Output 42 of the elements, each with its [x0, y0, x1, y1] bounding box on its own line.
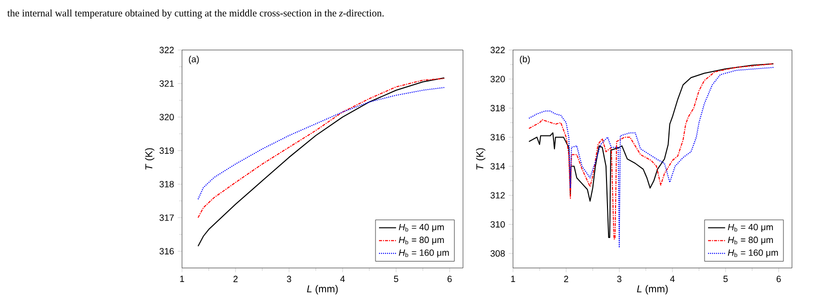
x-tick-label: 4 — [670, 276, 675, 282]
legend-label: H$_{b}$ = 160 μm — [728, 249, 778, 258]
x-tick-label: 2 — [233, 276, 238, 282]
x-tick-label: 4 — [340, 276, 345, 282]
y-tick-label: 310 — [490, 221, 505, 228]
y-tick-label: 320 — [490, 76, 505, 82]
y-axis-title: T (K) — [145, 148, 154, 170]
legend-label: H$_{b}$ = 40 μm — [728, 224, 773, 232]
y-tick-label: 322 — [160, 46, 174, 54]
y-tick-label: 321 — [160, 80, 174, 87]
x-axis-title: L (mm) — [636, 285, 668, 294]
y-tick-label: 308 — [490, 250, 505, 257]
x-tick-label: 6 — [776, 276, 781, 282]
annotation: (a) — [188, 56, 199, 64]
line-series — [198, 87, 445, 200]
y-tick-label: 320 — [160, 114, 174, 120]
y-tick-label: 322 — [490, 46, 505, 54]
x-tick-label: 5 — [723, 276, 728, 282]
x-tick-label: 5 — [394, 276, 398, 282]
y-tick-label: 317 — [160, 214, 174, 221]
y-tick-label: 319 — [160, 147, 174, 154]
legend-label: H$_{b}$ = 80 μm — [398, 236, 444, 245]
y-tick-label: 314 — [490, 163, 505, 170]
y-tick-label: 318 — [490, 104, 505, 112]
legend-label: H$_{b}$ = 160 μm — [398, 249, 449, 258]
x-tick-label: 3 — [617, 276, 622, 282]
x-tick-label: 3 — [286, 276, 292, 282]
x-tick-label: 2 — [564, 276, 568, 282]
y-tick-label: 316 — [160, 248, 174, 254]
legend-label: H$_{b}$ = 40 μm — [398, 224, 444, 232]
y-tick-label: 316 — [490, 134, 505, 140]
line-series — [198, 78, 445, 218]
y-axis-title: T (K) — [476, 148, 486, 170]
y-tick-label: 312 — [490, 192, 505, 199]
text: the internal wall temperature obtained by cutting at the middle cross-section in the z-direction. — [7, 9, 384, 19]
x-tick-label: 1 — [180, 276, 184, 282]
x-tick-label: 6 — [448, 276, 452, 282]
x-tick-label: 1 — [511, 276, 516, 282]
y-tick-label: 318 — [160, 180, 174, 188]
annotation: (b) — [520, 56, 530, 64]
legend-label: H$_{b}$ = 80 μm — [728, 236, 773, 245]
x-axis-title: L (mm) — [306, 285, 338, 294]
